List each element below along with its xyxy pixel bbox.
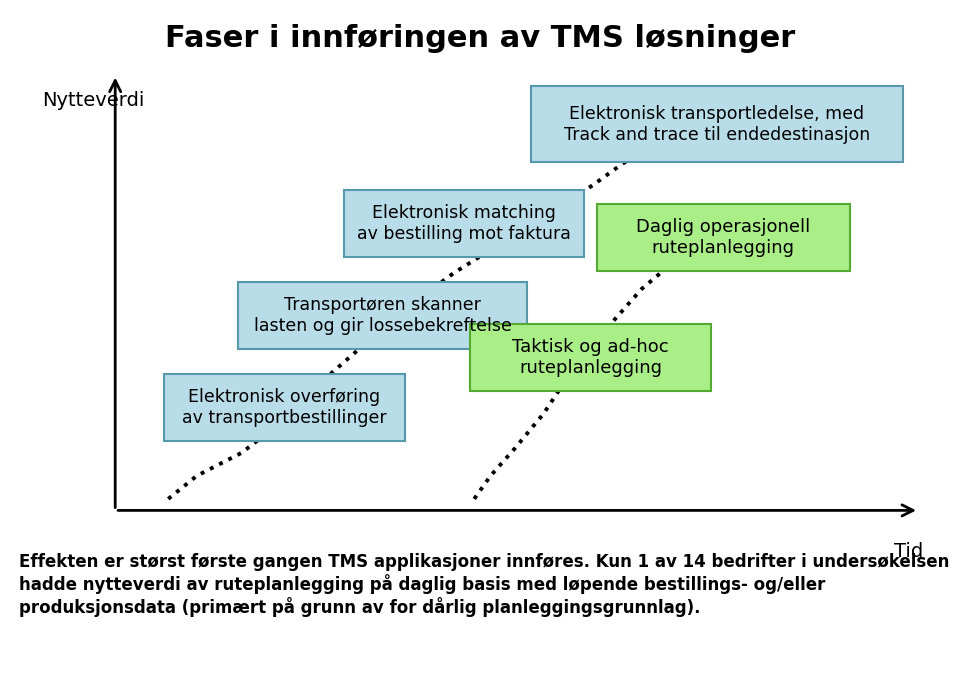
Text: Elektronisk overføring
av transportbestillinger: Elektronisk overføring av transportbesti…	[182, 388, 387, 427]
Text: Effekten er størst første gangen TMS applikasjoner innføres. Kun 1 av 14 bedrift: Effekten er størst første gangen TMS app…	[19, 553, 949, 617]
FancyBboxPatch shape	[237, 282, 527, 349]
FancyBboxPatch shape	[470, 323, 710, 391]
FancyBboxPatch shape	[596, 204, 850, 271]
Text: Faser i innføringen av TMS løsninger: Faser i innføringen av TMS løsninger	[165, 24, 795, 53]
FancyBboxPatch shape	[164, 374, 405, 441]
Text: Nytteverdi: Nytteverdi	[41, 91, 144, 110]
FancyBboxPatch shape	[344, 190, 585, 257]
Text: Tid: Tid	[894, 542, 923, 561]
Text: Taktisk og ad-hoc
ruteplanlegging: Taktisk og ad-hoc ruteplanlegging	[513, 338, 669, 376]
Text: Transportøren skanner
lasten og gir lossebekreftelse: Transportøren skanner lasten og gir loss…	[253, 296, 512, 335]
FancyBboxPatch shape	[532, 86, 902, 162]
Text: Daglig operasjonell
ruteplanlegging: Daglig operasjonell ruteplanlegging	[636, 218, 810, 257]
Text: Elektronisk transportledelse, med
Track and trace til endedestinasjon: Elektronisk transportledelse, med Track …	[564, 105, 870, 144]
Text: Elektronisk matching
av bestilling mot faktura: Elektronisk matching av bestilling mot f…	[357, 204, 571, 243]
